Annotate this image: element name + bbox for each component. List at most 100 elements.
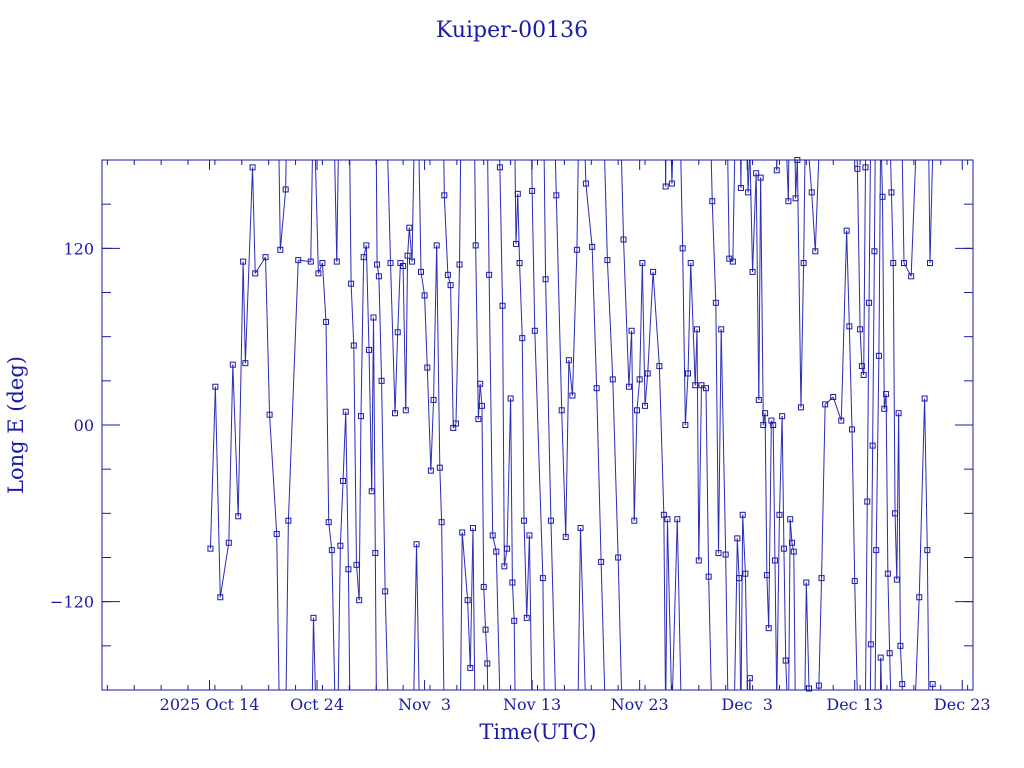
series-segment (371, 317, 375, 492)
data-point (797, 404, 804, 411)
y-tick-label: −120 (50, 593, 94, 612)
x-tick-label: Nov 23 (611, 695, 669, 714)
y-axis-label: Long E (deg) (4, 356, 28, 494)
series-segment (244, 167, 254, 364)
data-point (249, 164, 256, 171)
series-segment (899, 645, 903, 685)
data-point (589, 243, 596, 250)
series-segment (854, 581, 858, 691)
series-segment (285, 520, 289, 691)
series-segment (407, 227, 410, 256)
plot-frame (101, 159, 974, 691)
data-point (753, 170, 760, 177)
series-segment (209, 386, 216, 549)
series-segment (439, 467, 443, 523)
series-segment (528, 535, 533, 691)
series-segment (793, 551, 796, 691)
series-segment (814, 159, 820, 252)
series-segment (441, 522, 445, 691)
series-segment (376, 264, 380, 277)
series-segment (390, 263, 396, 414)
series-segment (604, 159, 608, 261)
data-point (888, 189, 895, 196)
series-segment (499, 167, 504, 306)
series-segment (381, 380, 386, 592)
data-point (577, 525, 584, 532)
series-segment (623, 239, 630, 387)
x-tick-label: Dec 3 (721, 695, 773, 714)
series-segment (785, 660, 788, 691)
series-layer (207, 157, 936, 692)
data-point (478, 402, 485, 409)
series-segment (228, 364, 234, 543)
series-segment (214, 386, 221, 598)
series-segment (684, 373, 689, 426)
series-segment (872, 251, 875, 446)
data-point (573, 246, 580, 253)
data-point (509, 579, 516, 586)
series-segment (832, 396, 842, 421)
series-segment (577, 528, 582, 691)
series-segment (521, 338, 525, 521)
series-segment (612, 379, 619, 558)
series-segment (580, 528, 586, 691)
data-point (785, 198, 792, 205)
series-segment (732, 159, 736, 262)
data-point (337, 542, 344, 549)
series-segment (252, 167, 256, 274)
data-point (838, 417, 845, 424)
data-point (345, 566, 352, 573)
series-segment (485, 629, 488, 664)
data-point (441, 192, 448, 199)
data-point (229, 361, 236, 368)
data-point (737, 184, 744, 191)
series-segment (278, 159, 281, 250)
series-segment (628, 330, 633, 387)
series-segment (783, 548, 787, 661)
series-segment (789, 519, 793, 543)
data-point (702, 385, 709, 392)
data-point (644, 370, 651, 377)
series-segment (311, 617, 314, 691)
series-segment (545, 279, 552, 521)
data-point (562, 533, 569, 540)
series-segment (720, 329, 727, 555)
data-point (235, 513, 242, 520)
series-segment (910, 159, 917, 277)
series-segment (314, 159, 319, 274)
series-segment (758, 177, 762, 400)
data-point (424, 364, 431, 371)
series-segment (617, 557, 623, 691)
data-point (620, 236, 627, 243)
series-segment (672, 519, 678, 691)
series-segment (373, 317, 376, 554)
data-point (718, 326, 725, 333)
data-point (348, 280, 355, 287)
series-segment (534, 330, 544, 579)
data-point (489, 532, 496, 539)
data-point (746, 675, 753, 682)
series-segment (725, 554, 729, 691)
data-point (547, 517, 554, 524)
data-point (685, 370, 692, 377)
data-point (325, 519, 332, 526)
data-point (668, 180, 675, 187)
data-point (715, 550, 722, 557)
data-point (319, 260, 326, 267)
data-point (516, 260, 523, 267)
series-segment (928, 159, 931, 264)
data-point (615, 554, 622, 561)
data-point (734, 535, 741, 542)
x-tick-label: Oct 24 (290, 695, 344, 714)
series-segment (865, 501, 868, 691)
data-point (240, 258, 247, 265)
series-segment (511, 582, 515, 621)
data-point (709, 198, 716, 205)
chart-title: Kuiper-00136 (436, 18, 588, 43)
series-segment (310, 159, 313, 262)
series-segment (475, 245, 479, 420)
series-segment (408, 227, 413, 262)
series-segment (791, 542, 795, 552)
data-point (285, 517, 292, 524)
data-point (899, 681, 906, 688)
